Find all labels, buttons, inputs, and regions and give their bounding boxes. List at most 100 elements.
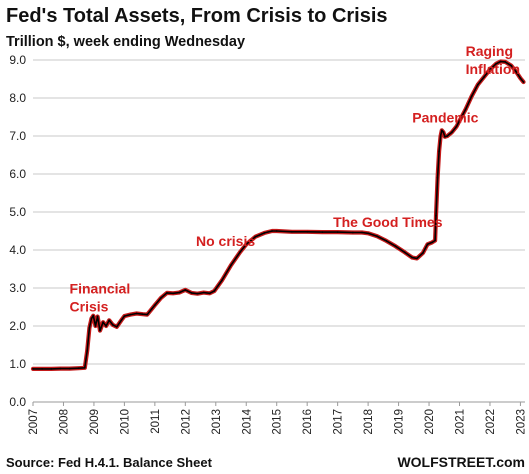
series-point [184, 289, 187, 291]
x-tick-label: 2009 [89, 409, 101, 435]
annotation-label: The Good Times [333, 214, 443, 230]
series-point [99, 329, 101, 332]
y-axis-ticks: 0.0 1.0 2.0 3.0 4.0 5.0 6.0 7.0 8.0 9.0 [9, 53, 26, 409]
x-tick-label: 2022 [485, 409, 497, 435]
series-point [336, 231, 339, 234]
series-point [291, 230, 293, 233]
series-point [444, 135, 446, 138]
series-point [306, 230, 309, 233]
series-point [111, 324, 114, 326]
annotation-label: Inflation [466, 61, 520, 77]
series-assets [30, 59, 526, 371]
series-point [455, 125, 458, 128]
y-tick-label: 2.0 [9, 319, 26, 333]
series-point [120, 319, 123, 322]
series-point [77, 367, 80, 370]
annotations: Financial Crisis No crisis The Good Times Pa… [70, 43, 520, 315]
series-point [431, 241, 433, 244]
x-tick-label: 2008 [58, 409, 70, 435]
x-tick-label: 2021 [455, 409, 467, 435]
chart-subtitle: Trillion $, week ending Wednesday [6, 34, 245, 50]
series-point [470, 95, 473, 97]
series-point [88, 327, 91, 329]
series-point [416, 257, 418, 260]
series-point [275, 230, 278, 232]
y-tick-label: 5.0 [9, 205, 26, 219]
annotation-label: Raging [466, 43, 513, 59]
series-point [376, 235, 379, 238]
series-point [489, 68, 491, 71]
annotation-label: Financial [70, 281, 131, 297]
series-point [221, 279, 223, 282]
series-point [321, 231, 324, 234]
series-point [105, 325, 107, 327]
series-point [94, 325, 97, 327]
series-point [263, 232, 266, 234]
annotation-label: Pandemic [412, 110, 478, 126]
y-tick-label: 6.0 [9, 167, 26, 181]
y-tick-label: 0.0 [9, 395, 26, 409]
annotation-label: No crisis [196, 233, 255, 249]
source-note: Source: Fed H.4.1. Balance Sheet [6, 455, 213, 470]
series-point [90, 317, 93, 320]
series-point [436, 176, 439, 179]
series-point [499, 60, 502, 63]
series-point [464, 108, 467, 111]
series-point [68, 367, 71, 370]
brand-watermark: WOLFSTREET.com [397, 454, 525, 470]
series-point [438, 150, 440, 153]
x-axis-ticks: 2007 2008 2009 2010 2011 2012 2013 2014 2015 2016… [28, 402, 527, 435]
series-point [439, 135, 442, 137]
x-tick-label: 2007 [28, 409, 40, 435]
series-line-glow [30, 59, 526, 371]
series-point [141, 313, 144, 316]
series-point [190, 292, 193, 294]
series-point [150, 308, 153, 310]
series-point [239, 251, 242, 253]
series-point [160, 297, 162, 299]
series-point [245, 243, 248, 246]
y-tick-label: 4.0 [9, 243, 26, 257]
series-point [202, 291, 205, 294]
series-point [154, 304, 156, 306]
series-point [92, 314, 95, 317]
series-point [135, 312, 138, 315]
y-tick-label: 8.0 [9, 91, 26, 105]
series-point [515, 70, 517, 73]
y-tick-label: 3.0 [9, 281, 26, 295]
series-point [435, 214, 437, 217]
series-point [230, 264, 232, 267]
series-point [440, 129, 443, 132]
series-point [483, 76, 485, 78]
series-point [385, 240, 388, 242]
series-point [271, 230, 273, 232]
series-point [352, 231, 354, 234]
x-tick-label: 2023 [515, 409, 527, 435]
series-point [451, 131, 453, 134]
x-tick-label: 2013 [211, 409, 223, 435]
series-point [41, 368, 43, 370]
series-point [102, 321, 104, 324]
series-point [50, 368, 53, 370]
series-point [434, 239, 436, 242]
chart-title: Fed's Total Assets, From Crisis to Crisi… [6, 5, 388, 27]
y-tick-label: 1.0 [9, 357, 26, 371]
series-point [178, 291, 181, 294]
series-point [172, 292, 175, 295]
x-tick-label: 2019 [394, 409, 406, 435]
annotation-label: Crisis [70, 299, 109, 315]
series-point [129, 313, 132, 316]
x-tick-label: 2012 [180, 409, 192, 435]
x-tick-label: 2016 [302, 409, 314, 435]
series-point [166, 292, 168, 294]
y-tick-label: 7.0 [9, 129, 26, 143]
series-point [96, 315, 99, 318]
x-tick-label: 2014 [241, 408, 253, 434]
x-tick-label: 2015 [272, 409, 284, 435]
series-point [59, 367, 62, 370]
series-point [86, 349, 89, 352]
series-point [442, 131, 445, 134]
series-point [196, 292, 199, 295]
series-point [426, 243, 429, 246]
